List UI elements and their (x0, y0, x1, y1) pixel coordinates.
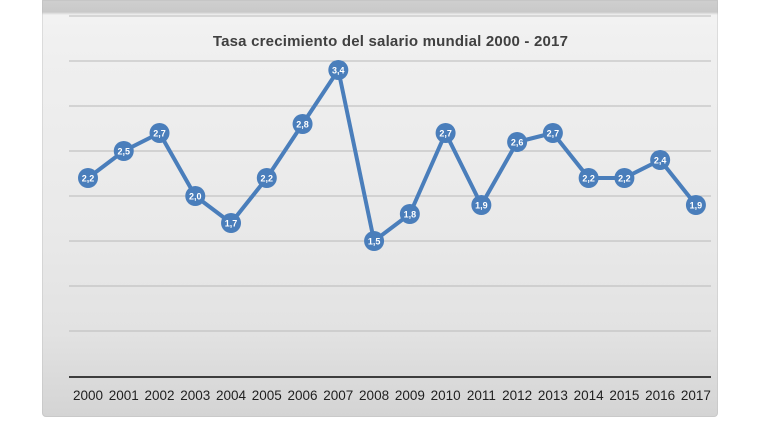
chart-area: Tasa crecimiento del salario mundial 200… (42, 0, 718, 417)
data-point-label: 2,5 (118, 147, 131, 157)
data-point-marker (185, 186, 206, 206)
data-point-label: 2,7 (547, 129, 560, 139)
x-axis-tick-label: 2015 (609, 388, 639, 403)
data-point-marker (328, 60, 349, 80)
data-point-marker (149, 123, 170, 143)
x-axis-tick-label: 2001 (109, 388, 139, 403)
x-axis-tick-label: 2006 (288, 388, 318, 403)
data-point-marker (578, 168, 599, 188)
data-point-label: 1,9 (690, 201, 703, 211)
data-point-label: 2,7 (153, 129, 166, 139)
data-point-marker (399, 204, 420, 224)
x-axis-tick-label: 2013 (538, 388, 568, 403)
data-point-label: 2,4 (654, 156, 667, 166)
data-point-label: 2,0 (189, 192, 202, 202)
series-line (86, 68, 698, 243)
x-axis-tick-label: 2009 (395, 388, 425, 403)
data-point-marker (435, 123, 456, 143)
x-axis-tick-label: 2000 (73, 388, 103, 403)
data-point-marker (78, 168, 98, 188)
data-point-marker (113, 141, 134, 161)
x-axis-tick-label: 2007 (323, 388, 353, 403)
data-point-marker (292, 114, 313, 134)
data-point-marker (685, 195, 706, 215)
data-point-marker (256, 168, 277, 188)
data-point-label: 2,2 (82, 174, 95, 184)
data-point-label: 2,2 (618, 174, 631, 184)
x-axis-tick-label: 2005 (252, 388, 282, 403)
data-point-label: 2,7 (439, 129, 452, 139)
x-axis-tick-label: 2012 (502, 388, 532, 403)
data-point-label: 1,7 (225, 219, 238, 229)
x-axis-tick-label: 2003 (180, 388, 210, 403)
data-point-label: 1,5 (368, 237, 381, 247)
data-point-marker (364, 231, 385, 251)
x-axis-tick-label: 2017 (681, 388, 711, 403)
data-point-marker (471, 195, 492, 215)
data-point-label: 1,9 (475, 201, 488, 211)
data-point-marker (650, 150, 671, 170)
x-axis-tick-label: 2010 (431, 388, 461, 403)
line-plot: 2,2 2,5 2,7 2,0 1,7 2,2 2,8 3,4 1,5 1,8 2,7 1,9 2,6 2… (69, 15, 711, 403)
x-axis-tick-label: 2014 (574, 388, 605, 403)
data-point-label: 2,6 (511, 138, 524, 148)
x-axis-tick-label: 2016 (645, 388, 675, 403)
data-point-label: 2,8 (296, 120, 309, 130)
chart-title: Tasa crecimiento del salario mundial 200… (212, 33, 569, 50)
data-point-label: 1,8 (404, 210, 417, 220)
x-axis-tick-label: 2011 (467, 388, 496, 403)
data-point-marker (507, 132, 528, 152)
data-point-marker (614, 168, 635, 188)
data-point-label: 3,4 (332, 66, 345, 76)
data-point-label: 2,2 (582, 174, 595, 184)
x-axis-tick-label: 2004 (216, 388, 247, 403)
data-point-marker (542, 123, 563, 143)
x-axis-tick-label: 2008 (359, 388, 389, 403)
data-point-marker (221, 213, 242, 233)
x-axis-tick-label: 2002 (144, 388, 174, 403)
data-point-label: 2,2 (261, 174, 274, 184)
